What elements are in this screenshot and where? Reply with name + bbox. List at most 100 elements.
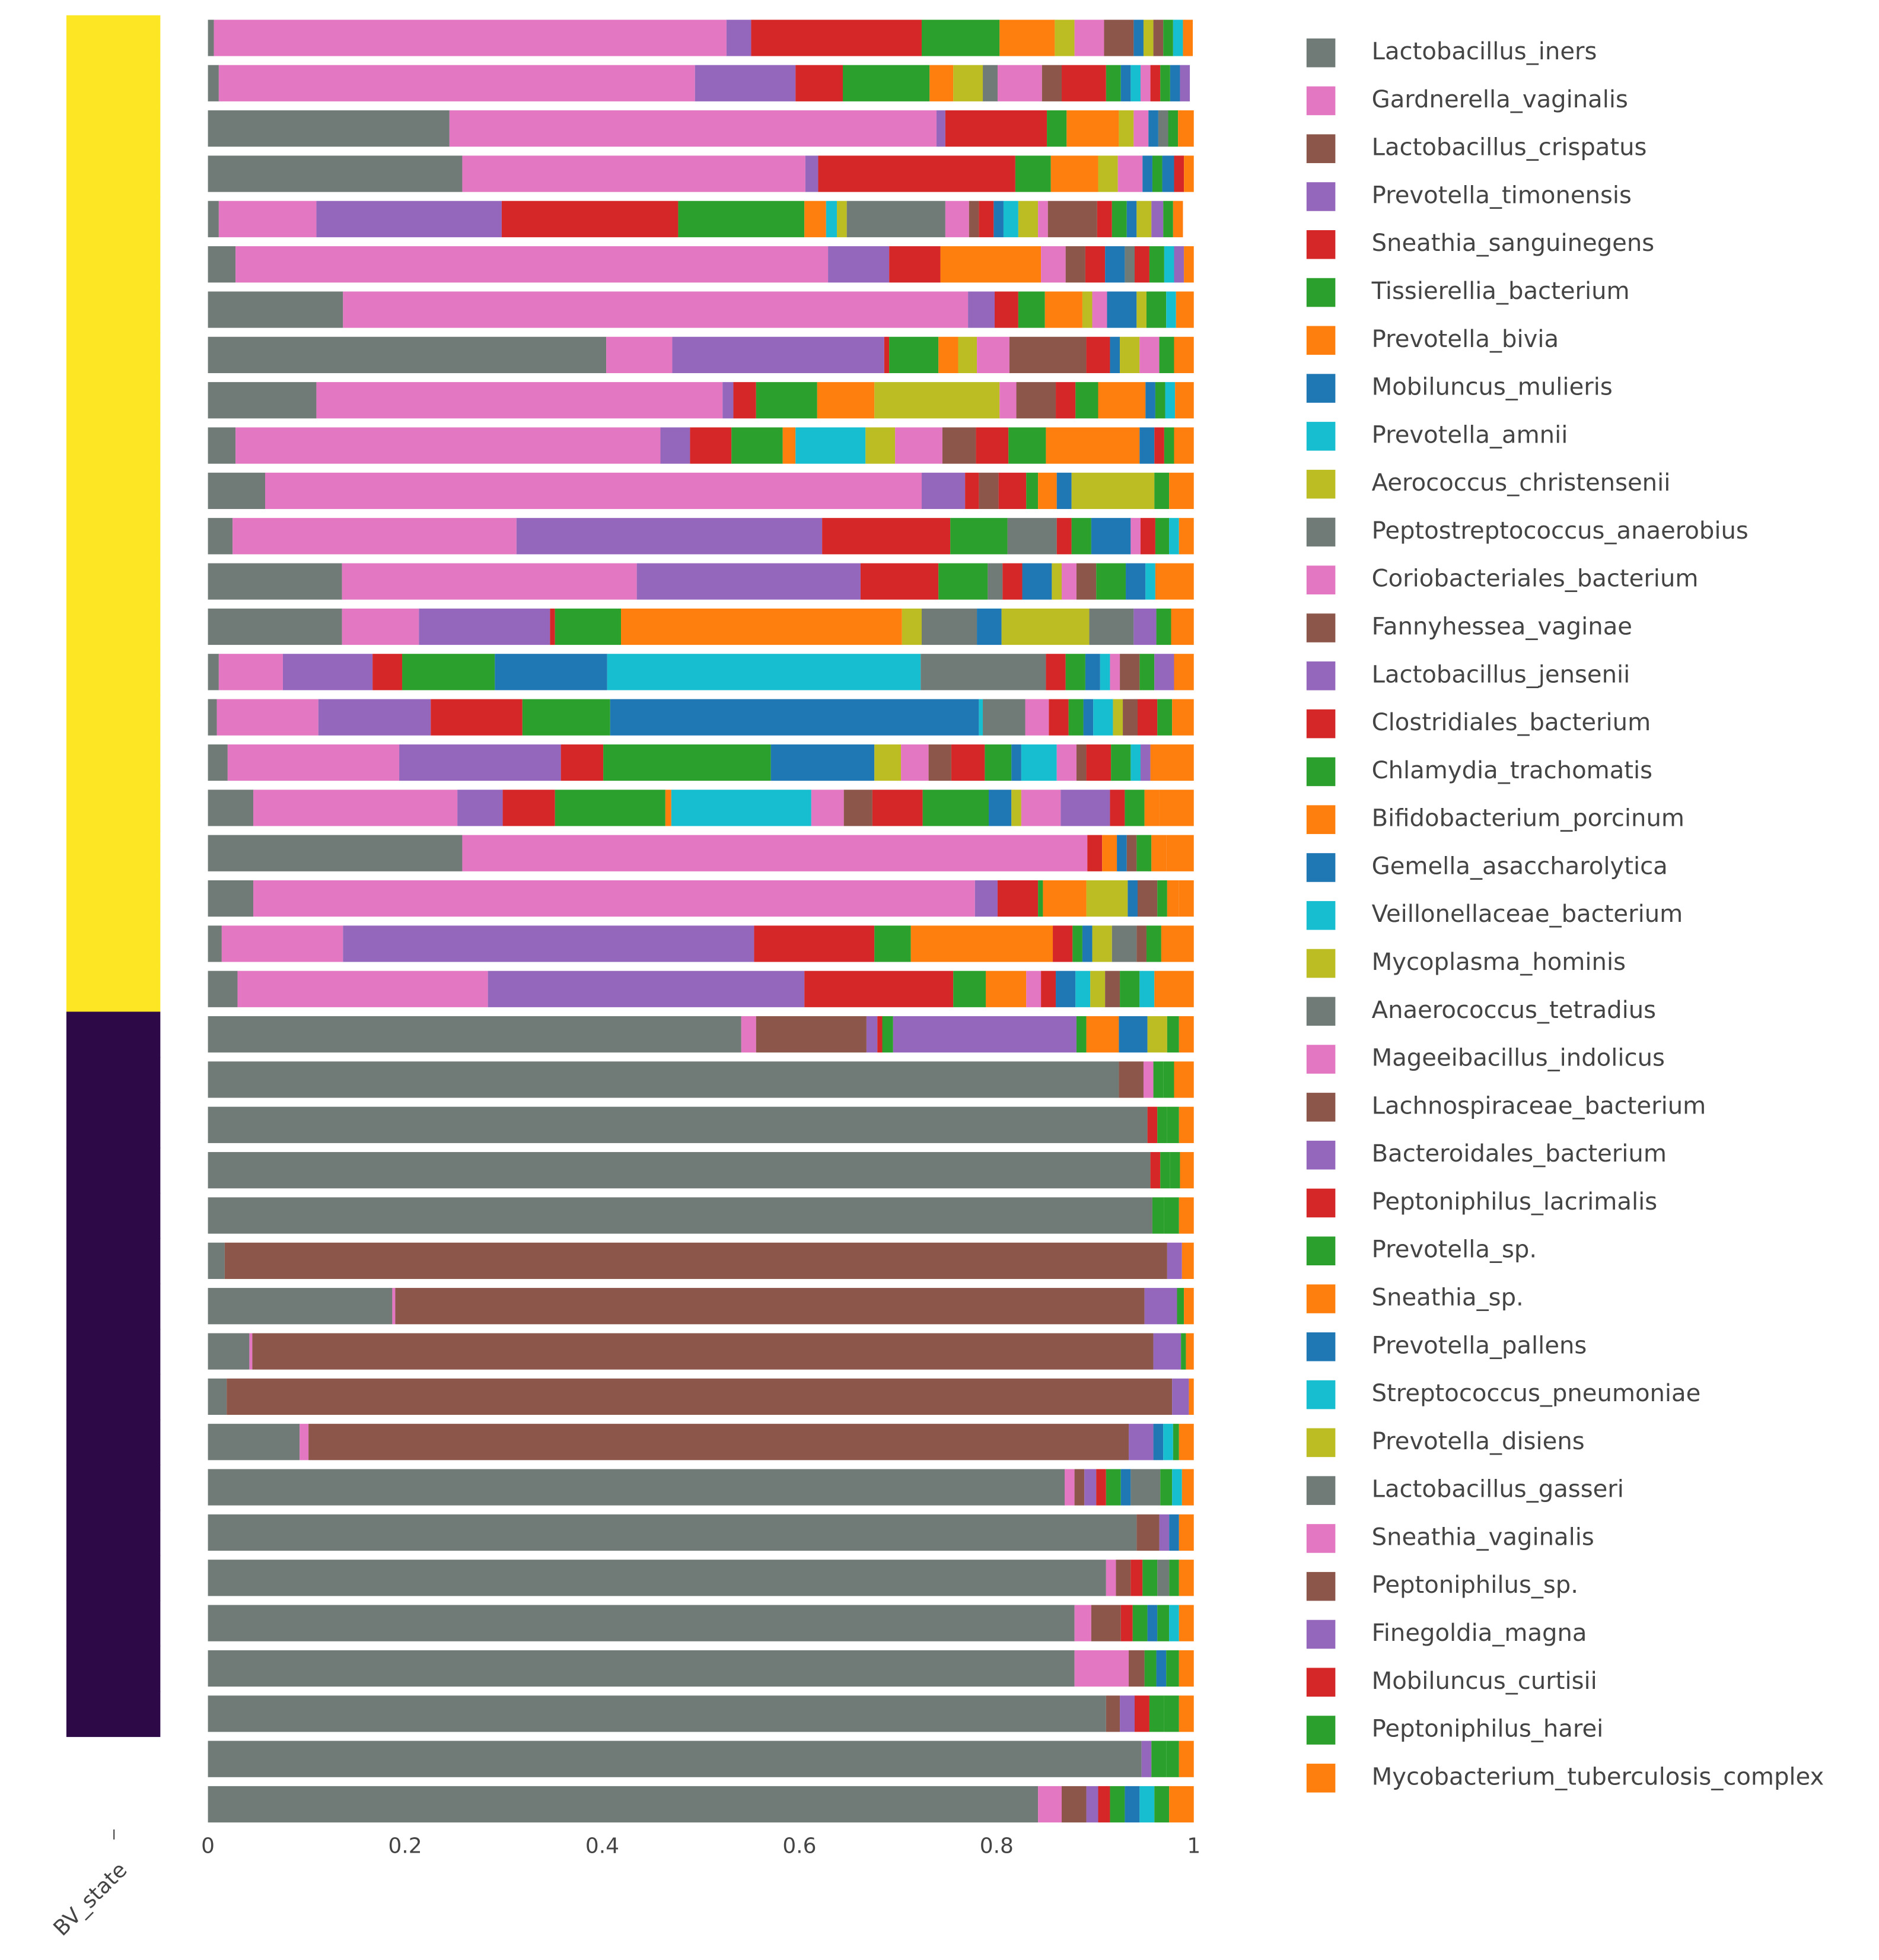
- bar-segment: [1167, 1242, 1182, 1279]
- bar-segment: [940, 246, 1042, 283]
- bar-segment: [1167, 880, 1179, 917]
- heatmap-cell: [66, 1600, 161, 1647]
- bar-segment: [208, 382, 317, 419]
- bar-segment: [1011, 790, 1021, 826]
- heatmap-cell: [66, 1238, 161, 1284]
- bar-segment: [889, 336, 939, 373]
- bar-segment: [253, 880, 975, 917]
- bar-segment: [1150, 744, 1194, 781]
- bar-segment: [560, 744, 604, 781]
- bar-segment: [993, 201, 1004, 237]
- bar-segment: [208, 336, 607, 373]
- legend-swatch: [1306, 1476, 1336, 1505]
- heatmap-cell: [66, 876, 161, 922]
- heatmap-cell: [66, 1646, 161, 1692]
- bar-segment: [1068, 699, 1084, 736]
- legend-label: Prevotella_amnii: [1372, 421, 1568, 448]
- bar-segment: [1156, 1650, 1167, 1687]
- bar-segment: [1056, 744, 1077, 781]
- bar-segment: [395, 1288, 1145, 1325]
- legend-swatch: [1306, 1571, 1336, 1601]
- bar-segment: [1086, 1016, 1119, 1053]
- bar-segment: [1163, 1424, 1173, 1461]
- legend-swatch: [1306, 1093, 1336, 1122]
- bar-segment: [1117, 835, 1127, 871]
- legend-label: Gemella_asaccharolytica: [1372, 852, 1668, 880]
- bar-segment: [1092, 925, 1112, 962]
- bar-segment: [1091, 1605, 1121, 1641]
- bar-segment: [1120, 1469, 1131, 1506]
- legend-swatch: [1306, 565, 1336, 595]
- bar-segment: [1002, 563, 1023, 600]
- bar-segment: [1179, 1106, 1194, 1143]
- legend-label: Mobiluncus_curtisii: [1372, 1668, 1597, 1695]
- bar-segment: [208, 1197, 1152, 1234]
- bar-segment: [208, 201, 219, 237]
- legend-label: Lactobacillus_iners: [1372, 38, 1597, 65]
- bar-segment: [1038, 201, 1048, 237]
- bar-segment: [665, 790, 671, 826]
- bar-segment: [979, 699, 983, 736]
- bar-segment: [1145, 563, 1155, 600]
- bar-segment: [1084, 1469, 1097, 1506]
- bar-segment: [1065, 246, 1085, 283]
- bar-segment: [1018, 291, 1045, 328]
- bar-segment: [1179, 880, 1194, 917]
- legend-label: Finegoldia_magna: [1372, 1619, 1587, 1647]
- bar-segment: [1105, 971, 1120, 1007]
- bar-segment: [1016, 382, 1056, 419]
- bar-segment: [953, 65, 983, 101]
- bar-segment: [1159, 1514, 1170, 1551]
- bar-segment: [1056, 382, 1076, 419]
- bar-segment: [1092, 291, 1107, 328]
- bar-segment: [1130, 65, 1141, 101]
- bar-segment: [1065, 654, 1085, 691]
- bar-segment: [1098, 382, 1146, 419]
- bar-segment: [1072, 925, 1082, 962]
- legend-label: Prevotella_pallens: [1372, 1332, 1587, 1359]
- bar-segment: [826, 201, 837, 237]
- bar-segment: [1136, 1514, 1160, 1551]
- bar-segment: [1165, 382, 1176, 419]
- bar-segment: [1074, 1605, 1091, 1641]
- bar-segment: [1181, 1469, 1194, 1506]
- bar-segment: [1155, 563, 1194, 600]
- bar-segment: [208, 1016, 741, 1053]
- bar-segment: [902, 608, 922, 645]
- bar-segment: [1143, 20, 1154, 56]
- bar-segment: [208, 654, 219, 691]
- legend-label: Prevotella_timonensis: [1372, 182, 1632, 209]
- bar-segment: [235, 427, 661, 464]
- heatmap-cell: [66, 241, 161, 288]
- bar-segment: [945, 110, 1047, 147]
- bar-segment: [1110, 654, 1120, 691]
- bar-segment: [208, 699, 217, 736]
- bar-segment: [983, 65, 998, 101]
- bar-segment: [1160, 1469, 1173, 1506]
- bar-segment: [1157, 880, 1167, 917]
- bar-segment: [1147, 1106, 1158, 1143]
- bar-segment: [1052, 563, 1062, 600]
- bar-segment: [1133, 110, 1149, 147]
- bar-segment: [811, 790, 844, 826]
- bar-segment: [1038, 880, 1043, 917]
- bar-segment: [1153, 1061, 1164, 1098]
- bar-segment: [1050, 155, 1098, 192]
- legend-swatch: [1306, 709, 1336, 739]
- heatmap-cell: [66, 921, 161, 968]
- bar-segment: [1086, 744, 1112, 781]
- bar-segment: [316, 201, 502, 237]
- bar-segment: [208, 110, 450, 147]
- bar-segment: [671, 790, 811, 826]
- bar-segment: [1189, 1378, 1194, 1415]
- bar-segment: [1041, 246, 1066, 283]
- bar-segment: [1173, 201, 1183, 237]
- bar-segment: [372, 654, 403, 691]
- bar-segment: [690, 427, 732, 464]
- legend-swatch: [1306, 613, 1336, 642]
- bar-segment: [1151, 835, 1167, 871]
- heatmap-cell: [66, 1147, 161, 1194]
- bar-segment: [1152, 1197, 1164, 1234]
- bar-segment: [1161, 925, 1194, 962]
